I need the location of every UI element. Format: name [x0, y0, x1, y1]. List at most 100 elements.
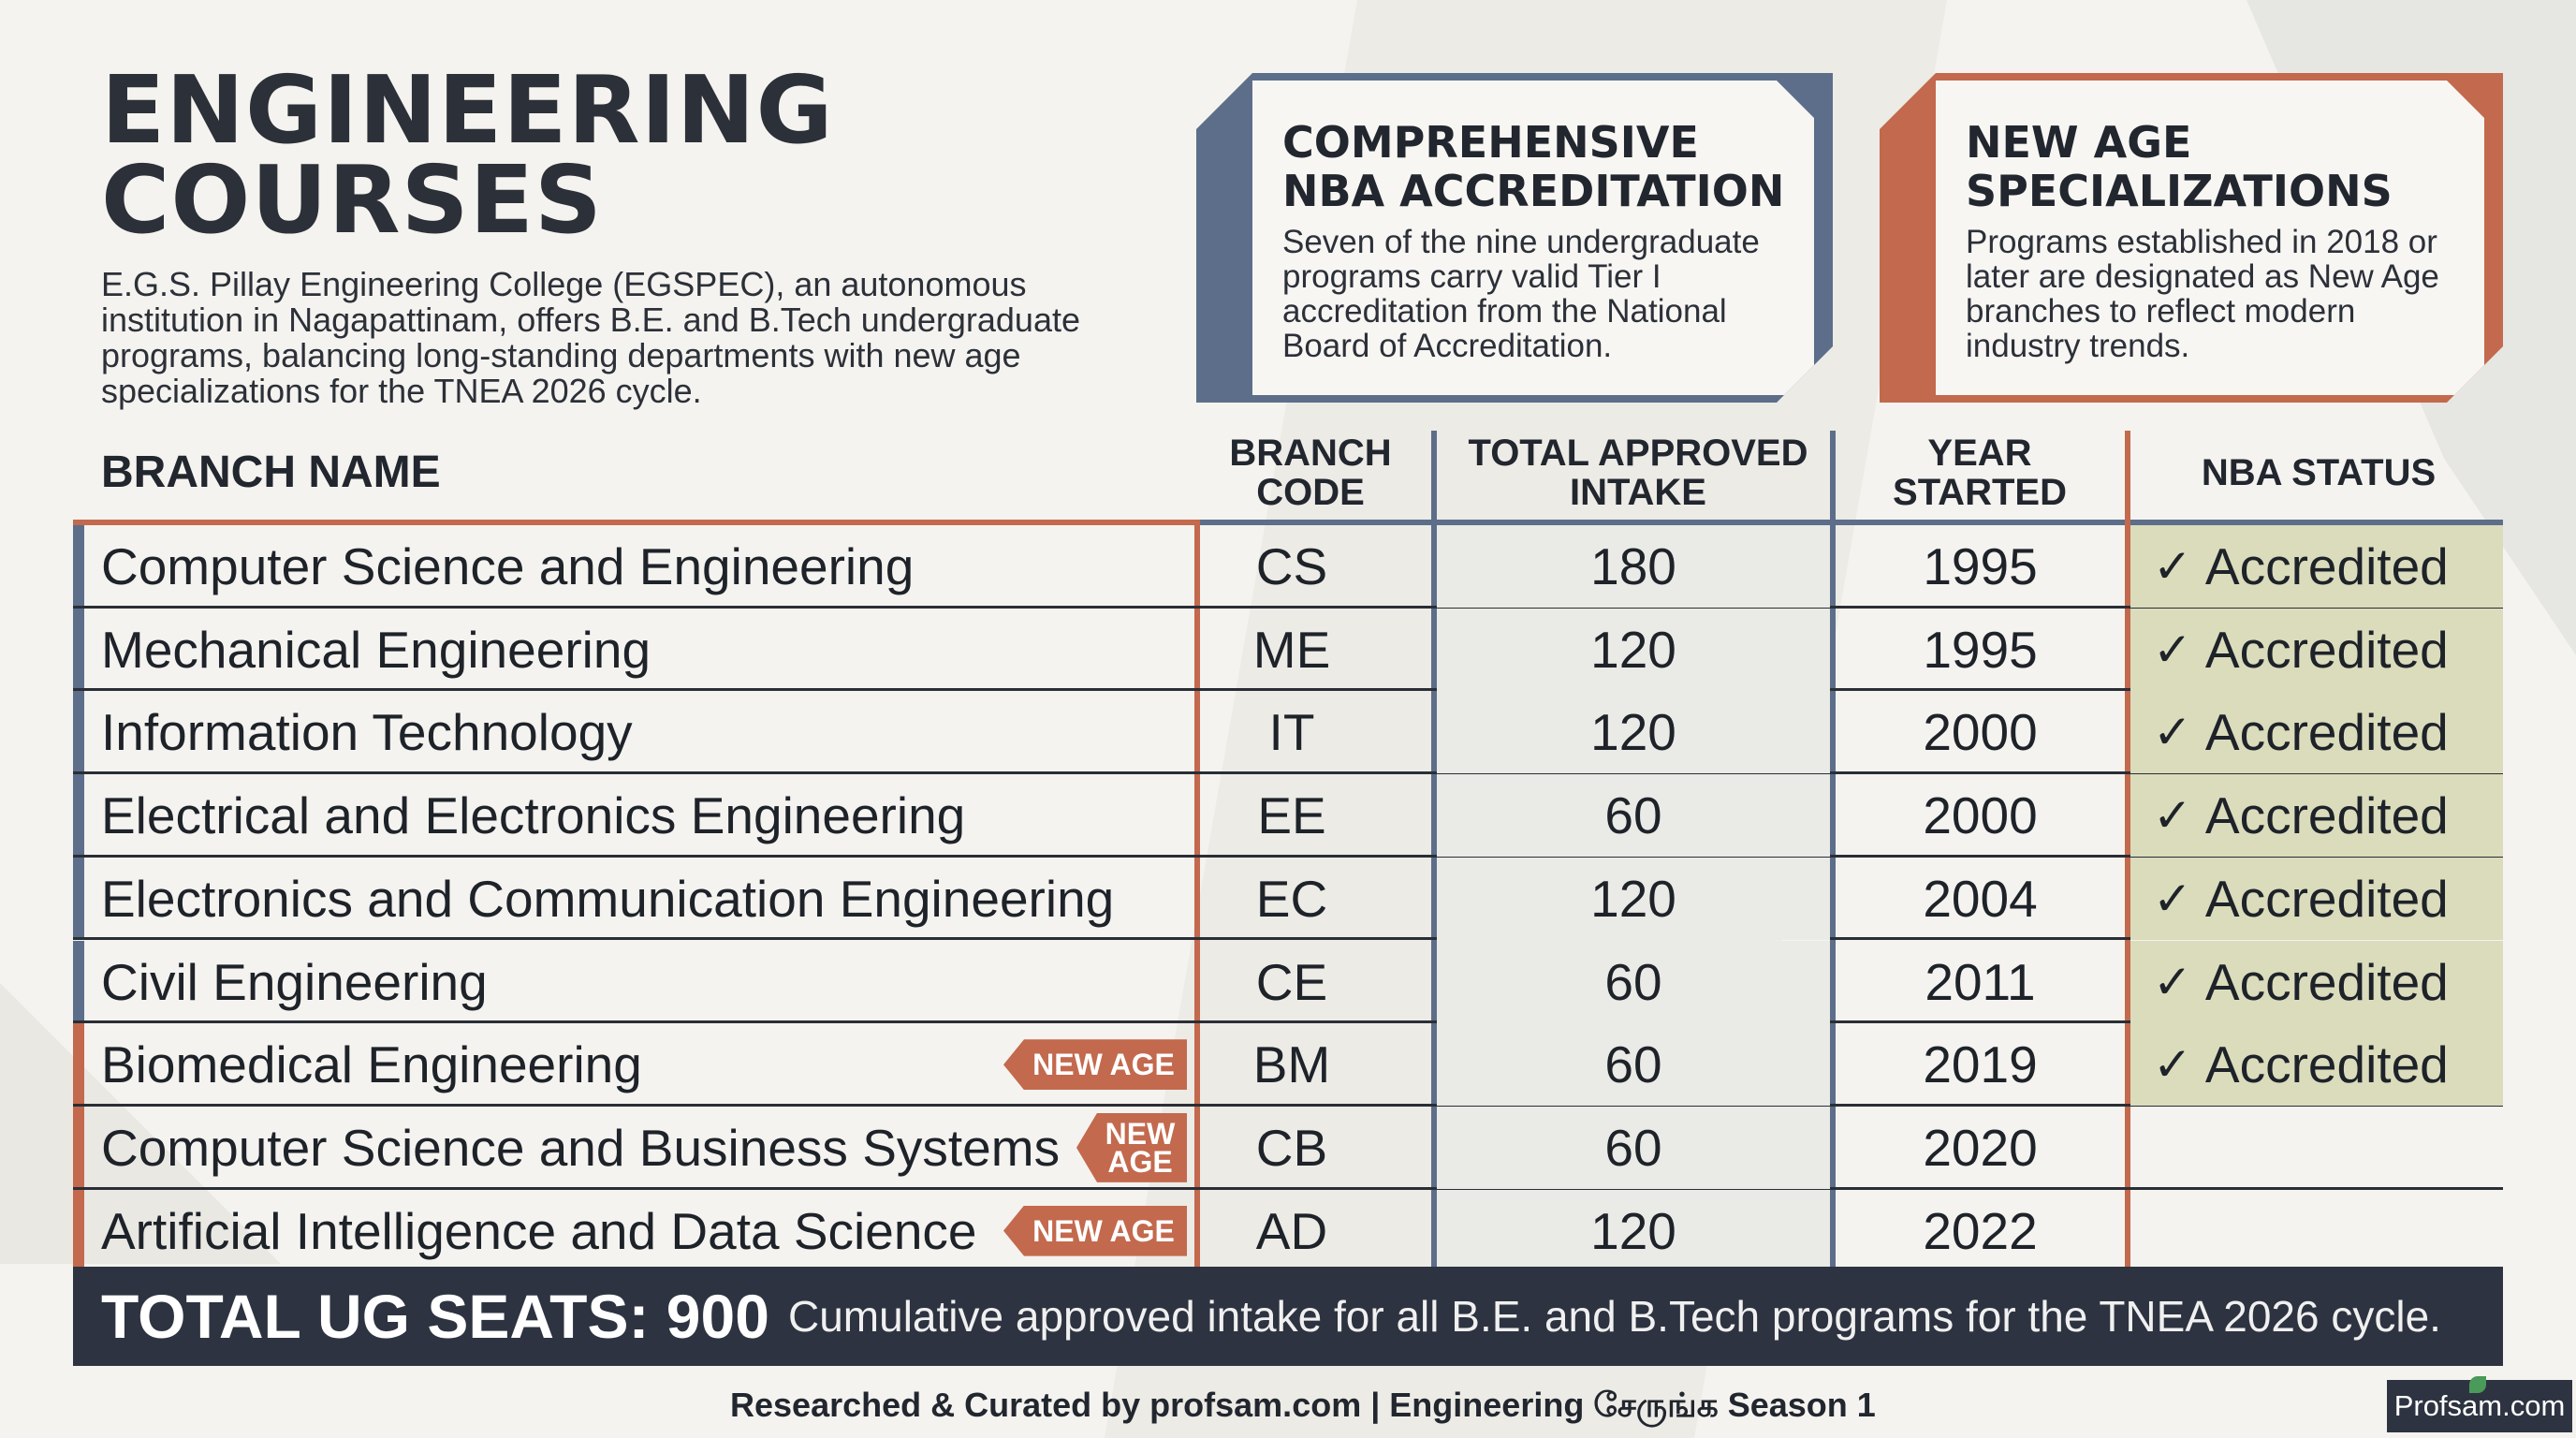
nba-status-label: Accredited — [2204, 537, 2449, 595]
row-accent-bar — [73, 525, 84, 606]
intro-text: E.G.S. Pillay Engineering College (EGSPE… — [101, 265, 1080, 410]
branch-name: Mechanical Engineering — [101, 620, 651, 679]
branch-code-cell: AD — [1255, 1201, 1328, 1260]
check-icon: ✓ — [2153, 705, 2192, 760]
table-row: Computer Science and Engineering CS 180 199… — [73, 525, 2503, 609]
nba-status-cell: ✓ Accredited — [2130, 940, 2503, 1023]
card-title-line: SPECIALIZATIONS — [1966, 166, 2393, 216]
branch-code-cell: CE — [1255, 952, 1328, 1011]
total-seats: TOTAL UG SEATS: 900 — [101, 1282, 769, 1351]
year-started-cell: 2020 — [1923, 1118, 2038, 1177]
table-row: Mechanical Engineering ME 120 1995 ✓ Accredit… — [73, 608, 2503, 692]
branch-name: Electronics and Communication Engineerin… — [101, 869, 1115, 928]
new-age-badge: NEW AGE — [1003, 1039, 1187, 1091]
intake-cell: 120 — [1437, 857, 1830, 940]
header-line: BRANCH — [1229, 433, 1392, 474]
year-started-cell: 2011 — [1925, 952, 2036, 1011]
branch-name-cell: Information Technology — [101, 691, 1262, 773]
column-header-intake: TOTAL APPROVED INTAKE — [1442, 426, 1835, 520]
branch-code-cell: BM — [1252, 1035, 1331, 1094]
row-accent-bar — [73, 608, 84, 689]
header-line: STARTED — [1893, 472, 2067, 513]
branch-code-cell: CS — [1255, 537, 1328, 595]
column-divider — [1431, 431, 1437, 520]
nba-status-label: Accredited — [2204, 620, 2449, 679]
branch-name-cell: Computer Science and Engineering — [101, 525, 1262, 608]
card-title: NEW AGE SPECIALIZATIONS — [1966, 118, 2393, 215]
table-row: Artificial Intelligence and Data Science… — [73, 1189, 2503, 1273]
table-row: Biomedical Engineering NEW AGE BM 60 2019 ✓ Ac… — [73, 1023, 2503, 1107]
branch-name-cell: Computer Science and Business Systems — [101, 1107, 1262, 1189]
branch-name-cell: Electronics and Communication Engineerin… — [101, 858, 1262, 940]
badge-line: AGE — [1107, 1144, 1173, 1179]
card-panel: NEW AGE SPECIALIZATIONS Programs establi… — [1936, 81, 2484, 395]
branch-code-cell: EC — [1255, 869, 1328, 928]
new-age-card: NEW AGE SPECIALIZATIONS Programs establi… — [1880, 73, 2503, 403]
branch-name: Information Technology — [101, 703, 633, 762]
year-started-cell: 2000 — [1923, 703, 2038, 762]
check-icon: ✓ — [2153, 954, 2192, 1009]
branch-name-cell: Artificial Intelligence and Data Science — [101, 1190, 1262, 1272]
title-line: ENGINEERING — [101, 55, 834, 165]
credit-line: Researched & Curated by profsam.com | En… — [730, 1386, 1876, 1424]
nba-status-cell — [2130, 1190, 2503, 1272]
check-icon: ✓ — [2153, 788, 2192, 844]
row-accent-bar — [73, 1023, 84, 1104]
year-started-cell: 2004 — [1923, 869, 2038, 928]
profsam-logo: Profsam.com — [2387, 1376, 2572, 1432]
column-divider — [1830, 520, 1836, 1267]
badge-label: NEW AGE — [1032, 1048, 1175, 1082]
year-started-cell: 2000 — [1923, 786, 2038, 845]
card-title-line: NBA ACCREDITATION — [1282, 166, 1785, 216]
header-line: INTAKE — [1570, 472, 1706, 513]
intake-cell: 60 — [1437, 940, 1830, 1023]
new-age-badge: NEW AGE — [1003, 1205, 1187, 1256]
branch-name-cell: Biomedical Engineering — [101, 1023, 1262, 1106]
check-icon: ✓ — [2153, 539, 2192, 594]
leaf-icon — [2469, 1376, 2486, 1393]
column-divider — [2125, 520, 2130, 1267]
total-seats-description: Cumulative approved intake for all B.E. … — [788, 1292, 2441, 1341]
header-line: CODE — [1256, 472, 1365, 513]
year-started-cell: 2019 — [1923, 1035, 2038, 1094]
column-header-branch-name: BRANCH NAME — [101, 448, 441, 497]
badge-line: NEW — [1105, 1116, 1176, 1151]
card-body: Seven of the nine undergraduate programs… — [1282, 224, 1760, 364]
intake-cell: 120 — [1437, 608, 1830, 691]
card-title-line: COMPREHENSIVE — [1282, 117, 1699, 168]
table-row: Electrical and Electronics Engineering EE… — [73, 774, 2503, 858]
check-icon: ✓ — [2153, 622, 2192, 677]
nba-status-label: Accredited — [2204, 952, 2449, 1011]
branch-name-cell: Civil Engineering — [101, 941, 1262, 1023]
page-title: ENGINEERING COURSES — [101, 64, 834, 247]
row-accent-bar — [73, 1106, 84, 1187]
logo-text: Profsam.com — [2393, 1389, 2566, 1422]
column-divider — [1431, 520, 1437, 1267]
branch-code-cell: ME — [1252, 620, 1331, 679]
branch-name: Computer Science and Engineering — [101, 537, 915, 595]
year-started-cell: 1995 — [1923, 537, 2038, 595]
column-header-year: YEAR STARTED — [1839, 426, 2120, 520]
courses-table: Computer Science and Engineering CS 180 199… — [73, 520, 2503, 1273]
column-header-nba-status: NBA STATUS — [2201, 452, 2437, 493]
nba-status-cell: ✓ Accredited — [2130, 691, 2503, 774]
nba-status-cell: ✓ Accredited — [2130, 857, 2503, 940]
header-line: TOTAL APPROVED — [1468, 433, 1808, 474]
intake-cell: 60 — [1437, 1023, 1830, 1107]
row-accent-bar — [73, 774, 84, 855]
branch-name: Biomedical Engineering — [101, 1035, 642, 1094]
nba-status-label: Accredited — [2204, 703, 2449, 762]
branch-name-cell: Electrical and Electronics Engineering — [101, 774, 1262, 857]
row-accent-bar — [73, 1189, 84, 1270]
column-header-branch-code: BRANCH CODE — [1200, 426, 1421, 520]
total-seats-bar: TOTAL UG SEATS: 900 Cumulative approved … — [73, 1267, 2503, 1366]
card-body: Programs established in 2018 or later ar… — [1966, 224, 2439, 364]
branch-name: Computer Science and Business Systems — [101, 1118, 1061, 1177]
branch-name: Electrical and Electronics Engineering — [101, 786, 966, 845]
nba-status-cell — [2130, 1107, 2503, 1189]
branch-code-cell: IT — [1268, 703, 1315, 762]
nba-status-cell: ✓ Accredited — [2130, 525, 2503, 608]
row-accent-bar — [73, 857, 84, 938]
branch-name-cell: Mechanical Engineering — [101, 609, 1262, 691]
new-age-badge: NEW AGE — [1076, 1112, 1187, 1182]
